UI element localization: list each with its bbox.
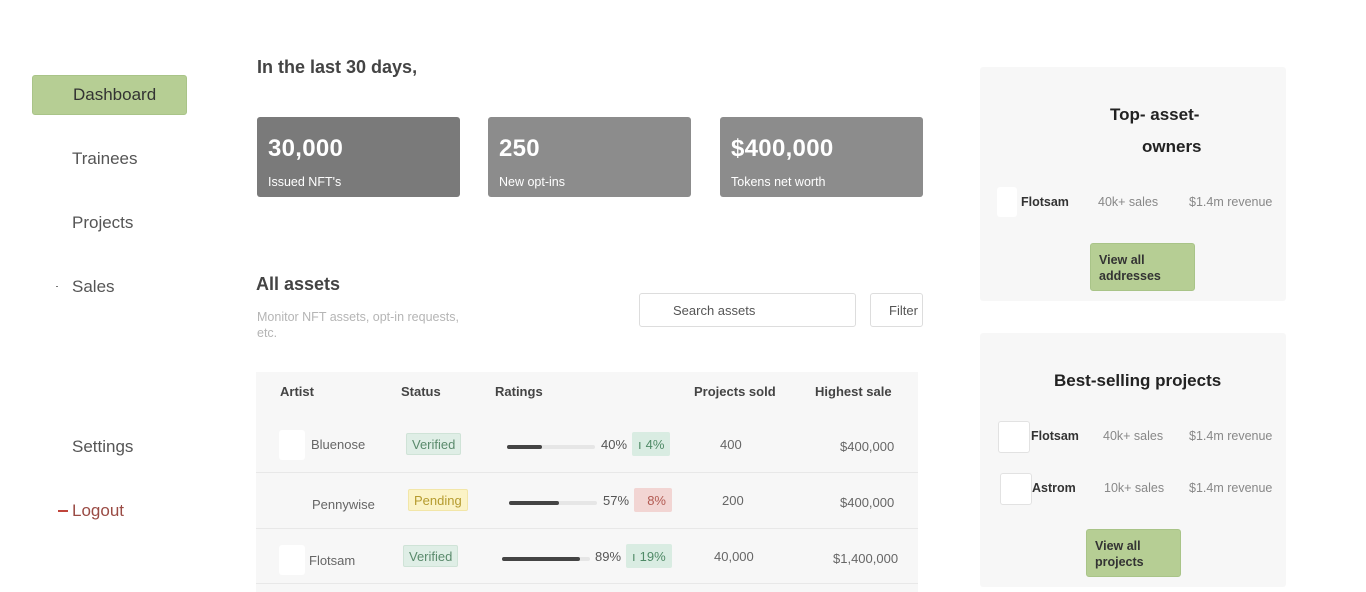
- stat-label: New opt-ins: [499, 175, 565, 189]
- top-asset-owners-panel: Top- asset- owners Flotsam 40k+ sales $1…: [980, 67, 1286, 301]
- stat-value: $400,000: [731, 135, 834, 162]
- logout-icon: [58, 510, 68, 512]
- project-revenue: $1.4m revenue: [1189, 481, 1273, 495]
- change-badge: 8%: [634, 488, 672, 512]
- col-status[interactable]: Status: [401, 384, 441, 399]
- project-name: Astrom: [1032, 481, 1076, 495]
- status-badge: Verified: [403, 545, 459, 567]
- nav-projects-label: Projects: [72, 213, 134, 232]
- change-badge: ı 4%: [632, 432, 671, 456]
- highest-sale: $1,400,000: [833, 551, 899, 566]
- rating-bar: [509, 501, 597, 505]
- assets-title: All assets: [256, 274, 341, 294]
- nav-trainees[interactable]: Trainees: [32, 139, 187, 179]
- col-projects-sold[interactable]: Projects sold: [694, 384, 776, 399]
- table-header: Artist Status Ratings Projects sold High…: [256, 372, 918, 412]
- stat-value: 30,000: [268, 135, 344, 162]
- nav-projects[interactable]: Projects: [32, 203, 187, 243]
- project-thumbnail: [998, 421, 1030, 453]
- arrow-up-icon: ı: [638, 436, 642, 452]
- rating-value: 89%: [595, 549, 622, 564]
- projects-sold: 40,000: [714, 549, 754, 564]
- highest-sale: $400,000: [840, 495, 895, 510]
- nav-dashboard-label: Dashboard: [73, 85, 157, 104]
- panel-title-line2: owners: [1142, 137, 1202, 156]
- stat-label: Tokens net worth: [731, 175, 826, 189]
- nav-settings[interactable]: Settings: [32, 427, 187, 467]
- stat-card-new-optins: 250 New opt-ins: [488, 117, 691, 197]
- project-sales: 10k+ sales: [1104, 481, 1165, 495]
- nav-trainees-label: Trainees: [72, 149, 138, 168]
- search-placeholder: Search assets: [673, 302, 756, 318]
- rating-value: 57%: [603, 493, 630, 508]
- button-line2: addresses: [1099, 269, 1161, 283]
- projects-sold: 400: [720, 437, 742, 452]
- avatar: [279, 430, 305, 460]
- rating-bar-fill: [509, 501, 560, 505]
- artist-name: Pennywise: [312, 497, 375, 512]
- owner-thumbnail: [997, 187, 1017, 217]
- nav-dashboard[interactable]: Dashboard: [32, 75, 187, 115]
- search-assets-input[interactable]: Search assets: [639, 293, 856, 327]
- view-all-projects-button[interactable]: View all projects: [1086, 529, 1181, 577]
- col-highest-sale[interactable]: Highest sale: [815, 384, 892, 399]
- stat-value: 250: [499, 135, 540, 162]
- panel-title: Best-selling projects: [1054, 371, 1222, 390]
- rating-bar: [502, 557, 590, 561]
- button-line1: View all: [1095, 539, 1141, 553]
- view-all-addresses-button[interactable]: View all addresses: [1090, 243, 1195, 291]
- project-revenue: $1.4m revenue: [1189, 429, 1273, 443]
- owner-name: Flotsam: [1021, 195, 1069, 209]
- button-line2: projects: [1095, 555, 1144, 569]
- change-value: 8%: [647, 492, 666, 508]
- nav-sales[interactable]: Sales: [32, 267, 187, 307]
- projects-sold: 200: [722, 493, 744, 508]
- arrow-up-icon: ı: [632, 548, 636, 564]
- nav-logout[interactable]: Logout: [32, 491, 187, 531]
- table-row[interactable]: Flotsam Verified 89% ı 19% 40,000 $1,400,…: [256, 529, 918, 584]
- change-value: 4%: [645, 436, 665, 452]
- col-ratings[interactable]: Ratings: [495, 384, 543, 399]
- artist-name: Bluenose: [311, 437, 366, 452]
- nav-settings-label: Settings: [72, 437, 134, 456]
- highest-sale: $400,000: [840, 439, 895, 454]
- sales-dot-icon: [56, 286, 58, 287]
- filter-label: Filter: [889, 302, 918, 318]
- rating-bar: [507, 445, 595, 449]
- stat-card-tokens-worth: $400,000 Tokens net worth: [720, 117, 923, 197]
- table-row[interactable]: Bluenose Verified 40% ı 4% 400 $400,000: [256, 418, 918, 473]
- panel-title-line1: Top- asset-: [1110, 105, 1200, 124]
- change-badge: ı 19%: [626, 544, 672, 568]
- project-sales: 40k+ sales: [1103, 429, 1164, 443]
- col-artist[interactable]: Artist: [280, 384, 314, 399]
- change-value: 19%: [639, 548, 666, 564]
- stat-label: Issued NFT's: [268, 175, 342, 189]
- rating-bar-fill: [507, 445, 543, 449]
- button-line1: View all: [1099, 253, 1145, 267]
- owner-revenue: $1.4m revenue: [1189, 195, 1273, 209]
- assets-table: Artist Status Ratings Projects sold High…: [256, 372, 918, 592]
- best-selling-projects-panel: Best-selling projects Flotsam 40k+ sales…: [980, 333, 1286, 587]
- summary-heading: In the last 30 days,: [257, 57, 418, 77]
- table-row[interactable]: Pennywise Pending 57% 8% 200 $400,000: [256, 474, 918, 529]
- filter-button[interactable]: Filter: [870, 293, 923, 327]
- stat-card-issued-nfts: 30,000 Issued NFT's: [257, 117, 460, 197]
- status-badge: Verified: [406, 433, 462, 455]
- rating-value: 40%: [601, 437, 628, 452]
- owner-sales: 40k+ sales: [1098, 195, 1159, 209]
- nav-logout-label: Logout: [72, 501, 124, 520]
- artist-name: Flotsam: [309, 553, 356, 568]
- avatar: [279, 545, 305, 575]
- status-badge: Pending: [408, 489, 468, 511]
- assets-subtitle: Monitor NFT assets, opt-in requests, etc…: [257, 310, 459, 340]
- project-thumbnail: [1000, 473, 1032, 505]
- sidebar: Dashboard Trainees Projects Sales Settin…: [0, 0, 220, 592]
- project-name: Flotsam: [1031, 429, 1079, 443]
- rating-bar-fill: [502, 557, 581, 561]
- nav-sales-label: Sales: [72, 277, 115, 296]
